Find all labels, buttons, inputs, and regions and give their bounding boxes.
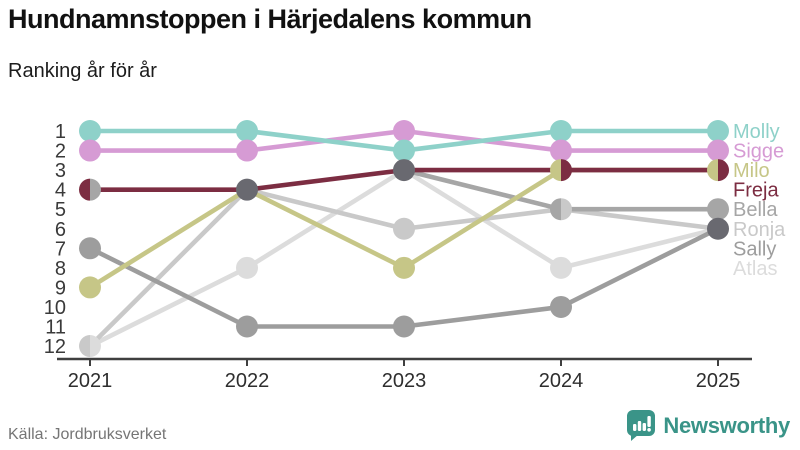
data-point-tie — [236, 178, 258, 201]
y-tick-label: 5 — [55, 199, 66, 221]
bump-chart: 2021 2022 2023 2024 2025123456789101112Molly… — [44, 120, 786, 392]
y-tick-label: 12 — [44, 336, 66, 358]
series-line-ronja — [246, 187, 405, 231]
series-line-sally — [403, 304, 562, 329]
x-tick-label: 2021 — [68, 370, 113, 392]
data-point-milo — [393, 256, 415, 279]
data-point-tie — [707, 217, 729, 240]
y-tick-label: 2 — [55, 141, 66, 163]
legend-label-atlas: Atlas — [733, 258, 777, 280]
data-point-sigge — [393, 120, 415, 142]
legend-label-sigge: Sigge — [733, 141, 784, 163]
data-point-sigge — [79, 139, 101, 162]
legend-label-milo: Milo — [733, 160, 770, 182]
data-point-half-bella — [90, 178, 101, 201]
data-point-molly — [236, 120, 258, 142]
data-point-half-freja — [561, 159, 572, 182]
legend-label-molly: Molly — [733, 121, 780, 143]
newsworthy-icon — [627, 410, 656, 441]
series-line-milo — [402, 168, 563, 270]
y-tick-label: 7 — [55, 238, 66, 260]
chart-subtitle: Ranking år för år — [8, 60, 157, 82]
data-point-molly — [79, 120, 101, 142]
page-title: Hundnamnstoppen i Härjedalens kommun — [8, 4, 532, 34]
series-line-milo — [88, 187, 249, 290]
series-line-milo — [245, 187, 406, 270]
brand-name: Newsworthy — [663, 412, 790, 438]
data-point-atlas — [236, 256, 258, 279]
series-line-ronja — [88, 188, 249, 348]
y-tick-label: 10 — [44, 297, 66, 319]
series-line-freja — [246, 167, 405, 192]
legend-label-bella: Bella — [733, 199, 778, 221]
data-point-sigge — [236, 139, 258, 162]
series-line-atlas — [88, 265, 249, 349]
series-line-atlas — [560, 226, 719, 271]
data-point-half-milo — [550, 159, 561, 182]
data-point-molly — [707, 120, 729, 142]
y-tick-label: 8 — [55, 258, 66, 280]
x-tick-label: 2023 — [382, 370, 427, 392]
y-tick-label: 11 — [45, 317, 66, 339]
data-point-sally — [236, 315, 258, 338]
legend-label-ronja: Ronja — [733, 219, 786, 241]
legend-label-sally: Sally — [733, 238, 776, 260]
data-point-half-freja — [718, 159, 729, 182]
series-line-molly — [403, 128, 562, 153]
x-tick-label: 2025 — [696, 370, 741, 392]
y-tick-label: 9 — [55, 277, 66, 299]
data-point-half-ronja — [561, 198, 572, 221]
data-point-milo — [79, 276, 101, 299]
y-tick-label: 6 — [55, 219, 66, 241]
data-point-sally — [393, 315, 415, 338]
series-line-sally — [88, 246, 249, 329]
data-point-half-bella — [550, 198, 561, 221]
y-tick-label: 3 — [55, 160, 66, 182]
data-point-molly — [550, 120, 572, 142]
data-point-sigge — [550, 139, 572, 162]
data-point-bella — [707, 198, 729, 221]
x-tick-label: 2024 — [539, 370, 584, 392]
data-point-sally — [550, 295, 572, 318]
y-tick-label: 1 — [55, 121, 66, 143]
series-line-ronja — [560, 206, 719, 232]
data-point-ronja — [393, 217, 415, 240]
data-point-sally — [79, 237, 101, 260]
data-point-tie — [393, 159, 415, 182]
series-line-sally — [559, 226, 720, 310]
data-point-half-atlas — [90, 335, 101, 358]
y-tick-label: 4 — [55, 180, 66, 202]
data-point-sigge — [707, 139, 729, 162]
data-point-atlas — [550, 256, 572, 279]
data-point-half-ronja — [79, 335, 90, 358]
data-point-half-milo — [707, 159, 718, 182]
series-line-atlas — [245, 168, 406, 270]
series-line-bella — [403, 167, 562, 212]
series-line-molly — [246, 128, 405, 153]
data-point-molly — [393, 139, 415, 162]
legend-label-freja: Freja — [733, 180, 779, 202]
data-point-half-freja — [79, 178, 90, 201]
x-tick-label: 2022 — [225, 370, 270, 392]
brand-logo: Newsworthy — [626, 409, 790, 442]
source-note: Källa: Jordbruksverket — [8, 426, 167, 443]
